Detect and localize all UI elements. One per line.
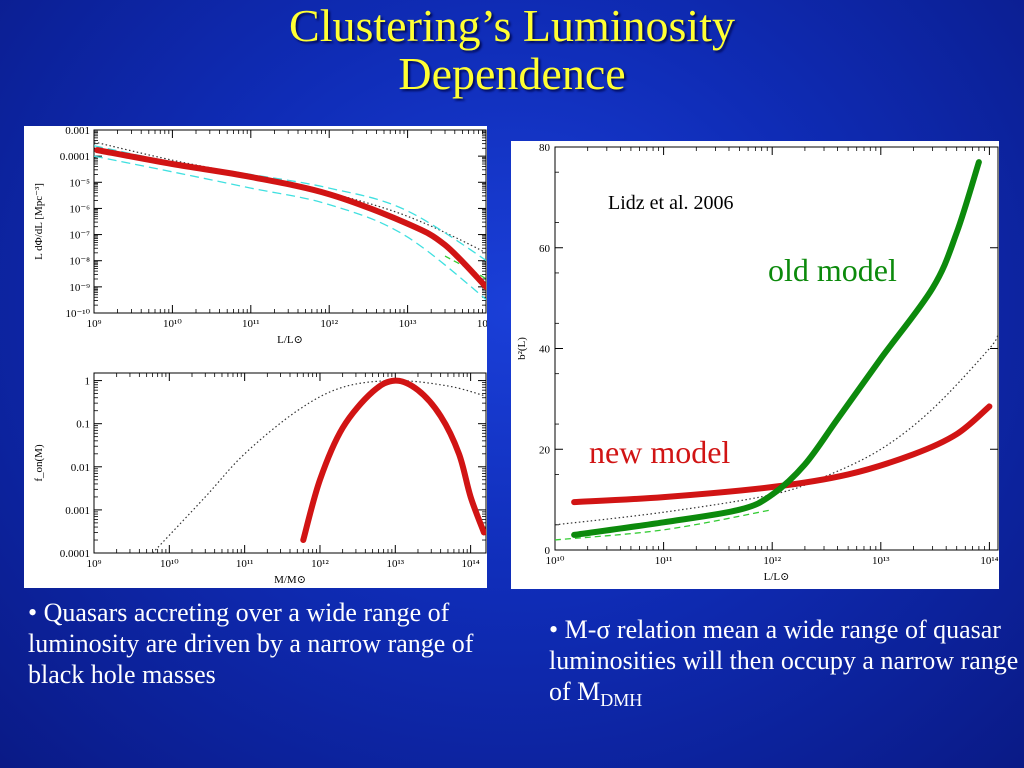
- lf-ytick-label: 10⁻⁷: [69, 230, 90, 242]
- bias-xtick-label: 10¹²: [763, 555, 781, 567]
- bias-ylabel: b²(L): [516, 337, 528, 360]
- lf-xlabel: L/L⊙: [277, 334, 303, 346]
- lf-ytick-label: 10⁻⁸: [69, 256, 90, 268]
- fon-xtick-label: 10¹³: [386, 558, 404, 570]
- fon-ytick-label: 1: [85, 376, 91, 388]
- bias-series-green-dashed: [555, 509, 773, 541]
- bias-luminosity-chart: 10¹⁰ 10¹¹ 10¹² 10¹³ 10¹⁴ 0 20 40 60 80 L/L⊙ b²(L) Li…: [516, 142, 999, 583]
- bias-xtick-label: 10¹⁴: [980, 555, 998, 567]
- bias-ytick-label: 40: [539, 344, 551, 356]
- fon-ylabel: f_on(M): [33, 444, 45, 482]
- bias-series-red-thick-new-model: [571, 403, 993, 506]
- lf-xtick-label: 10¹¹: [242, 318, 260, 330]
- bias-xtick-label: 10¹³: [872, 555, 890, 567]
- fon-ytick-label: 0.01: [71, 462, 90, 474]
- lf-ytick-label: 10⁻⁹: [69, 282, 90, 294]
- left-bullet-text: • Quasars accreting over a wide range of…: [28, 597, 488, 690]
- slide-title-line-2: Dependence: [398, 48, 626, 99]
- fon-xtick-label: 10¹⁴: [462, 558, 480, 570]
- lf-chart: 10⁹ 10¹⁰ 10¹¹ 10¹² 10¹³ 10¹⁴ 0.001 0.0001 10⁻⁵ 10…: [33, 125, 495, 346]
- bias-xtick-label: 10¹⁰: [546, 555, 565, 567]
- lf-series-green-dashed: [444, 255, 486, 280]
- right-bullet-body: relation mean a wide range of quasar lum…: [549, 615, 1019, 706]
- fon-xlabel: M/M⊙: [274, 574, 306, 586]
- fon-xtick-label: 10⁹: [87, 558, 102, 570]
- bias-series-black-dotted: [555, 333, 998, 526]
- lf-xtick-label: 10¹⁰: [163, 318, 182, 330]
- bias-ytick-label: 20: [539, 444, 551, 456]
- lf-ytick-label: 10⁻⁵: [69, 177, 90, 189]
- lf-series-cyan-dashed: [94, 155, 486, 301]
- lf-xtick-label: 10⁹: [87, 318, 102, 330]
- right-bullet-pre: M-: [564, 615, 597, 644]
- bias-ytick-label: 80: [539, 142, 551, 154]
- fon-ytick-label: 0.0001: [60, 548, 90, 560]
- bias-xlabel: L/L⊙: [764, 571, 790, 583]
- right-bullet-text: • M-σ relation mean a wide range of quas…: [549, 614, 1019, 716]
- slide-title-line-1: Clustering’s Luminosity: [289, 0, 735, 51]
- old-model-label: old model: [768, 252, 897, 288]
- bias-ytick-label: 60: [539, 243, 551, 255]
- fon-series-black-dotted: [152, 379, 485, 553]
- right-figure-panel: 10¹⁰ 10¹¹ 10¹² 10¹³ 10¹⁴ 0 20 40 60 80 L/L⊙ b²(L) Li…: [511, 141, 999, 589]
- fon-xtick-label: 10¹¹: [236, 558, 254, 570]
- lf-xtick-label: 10¹⁴: [477, 318, 487, 330]
- bias-ytick-label: 0: [545, 545, 551, 557]
- fon-xtick-label: 10¹⁰: [160, 558, 179, 570]
- fon-ytick-label: 0.1: [76, 419, 90, 431]
- lf-series-red-thick: [94, 147, 486, 290]
- lf-ylabel: L dΦ/dL [Mpc⁻³]: [33, 183, 45, 260]
- lf-frame: [93, 129, 487, 314]
- lf-ytick-label: 10⁻¹⁰: [65, 308, 90, 320]
- dmh-subscript: DMH: [600, 690, 643, 711]
- fon-ytick-label: 0.001: [65, 505, 90, 517]
- lf-xtick-label: 10¹³: [399, 318, 417, 330]
- sigma-symbol: σ: [596, 615, 611, 644]
- lf-ytick-label: 10⁻⁶: [69, 203, 90, 215]
- slide-title: Clustering’s Luminosity Dependence: [0, 2, 1024, 98]
- fon-chart: 10⁹ 10¹⁰ 10¹¹ 10¹² 10¹³ 10¹⁴ 1 0.1 0.01 0.001 0.00…: [33, 372, 487, 586]
- bias-series-green-thick-old-model: [571, 159, 982, 538]
- bullet-marker: •: [28, 598, 38, 627]
- left-figure-panel: 10⁹10¹⁰10¹¹10¹²10¹³10¹⁴0.0010.000110⁻⁵10…: [24, 125, 495, 588]
- lf-ytick-label: 0.0001: [60, 151, 90, 163]
- lidz-citation-label: Lidz et al. 2006: [608, 192, 734, 214]
- left-bullet-body: Quasars accreting over a wide range of l…: [28, 598, 474, 689]
- bias-chart: 10¹⁰ 10¹¹ 10¹² 10¹³ 10¹⁴ 0 20 40 60 80 L/L⊙ b²(L): [516, 142, 999, 583]
- lf-xtick-label: 10¹²: [320, 318, 338, 330]
- new-model-label: new model: [589, 434, 730, 470]
- bullet-marker: •: [549, 615, 559, 644]
- fon-series-red-thick: [300, 377, 486, 544]
- luminosity-function-and-fon-charts: 10⁹10¹⁰10¹¹10¹²10¹³10¹⁴0.0010.000110⁻⁵10…: [33, 125, 495, 586]
- lf-ytick-label: 0.001: [65, 126, 90, 137]
- fon-xtick-label: 10¹²: [311, 558, 329, 570]
- bias-xtick-label: 10¹¹: [655, 555, 673, 567]
